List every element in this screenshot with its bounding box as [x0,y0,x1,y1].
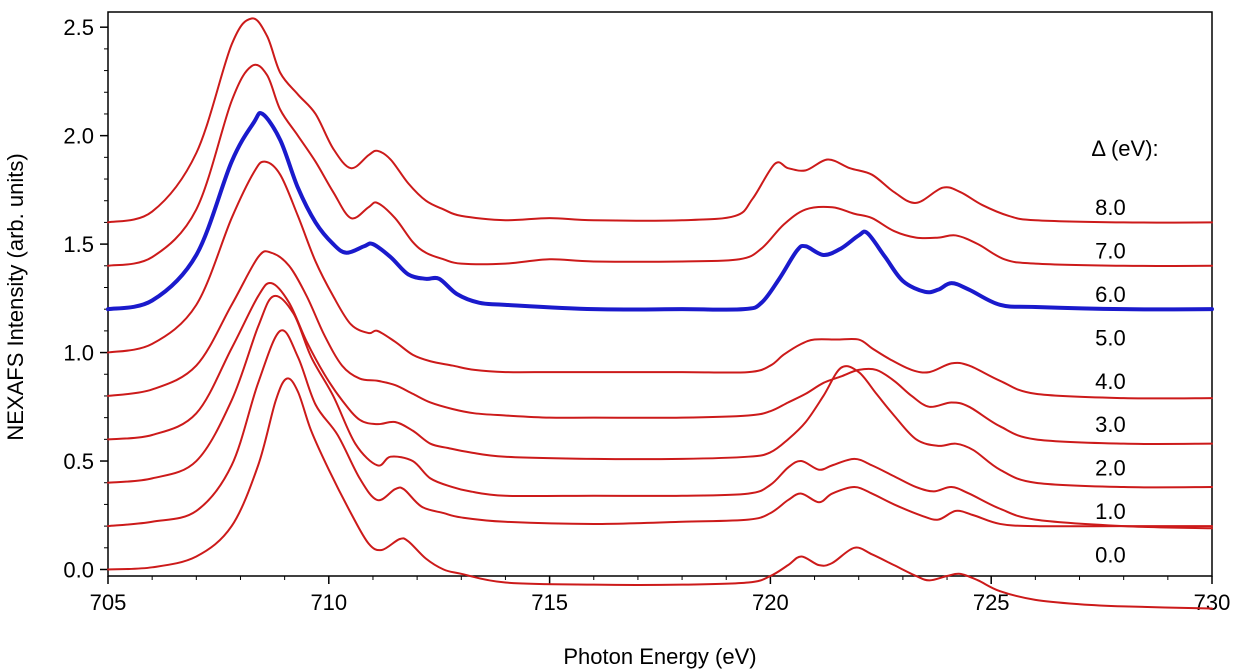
series-line-7-0 [107,63,1213,267]
legend-title: Δ (eV): [1091,136,1158,161]
x-tick-label: 720 [752,590,789,615]
series-label-0-0: 0.0 [1095,542,1126,567]
x-axis: 705 710 715 720 725 730 [90,576,1231,615]
y-tick-label: 2.0 [63,124,94,149]
x-axis-title: Photon Energy (eV) [563,644,756,669]
y-axis-title: NEXAFS Intensity (arb. units) [3,153,28,440]
plot-frame [107,11,1213,577]
series-line-6-0 [106,111,1214,312]
y-tick-label: 1.0 [63,341,94,366]
series-label-8-0: 8.0 [1095,195,1126,220]
series-label-3-0: 3.0 [1095,412,1126,437]
y-tick-label: 2.5 [63,15,94,40]
series-labels: 0.0 1.0 2.0 3.0 4.0 5.0 6.0 7.0 8.0 [1095,195,1126,567]
y-axis: 0.0 0.5 1.0 1.5 2.0 2.5 [63,15,108,582]
series-line-3-0 [107,281,1213,489]
series-group [106,17,1214,610]
x-tick-label: 725 [973,590,1010,615]
series-line-1-0 [107,329,1213,528]
series-line-8-0 [107,17,1213,224]
series-label-1-0: 1.0 [1095,499,1126,524]
y-tick-label: 1.5 [63,232,94,257]
series-label-5-0: 5.0 [1095,325,1126,350]
series-line-5-0 [107,160,1213,400]
x-tick-label: 715 [531,590,568,615]
x-tick-label: 705 [90,590,127,615]
series-line-2-0 [107,294,1213,530]
series-label-2-0: 2.0 [1095,456,1126,481]
series-label-7-0: 7.0 [1095,239,1126,264]
y-tick-label: 0.5 [63,449,94,474]
series-line-4-0 [107,250,1213,445]
series-line-0-0 [107,377,1213,610]
series-label-4-0: 4.0 [1095,369,1126,394]
series-label-6-0: 6.0 [1095,282,1126,307]
x-tick-label: 730 [1194,590,1231,615]
x-tick-label: 710 [310,590,347,615]
y-tick-label: 0.0 [63,557,94,582]
